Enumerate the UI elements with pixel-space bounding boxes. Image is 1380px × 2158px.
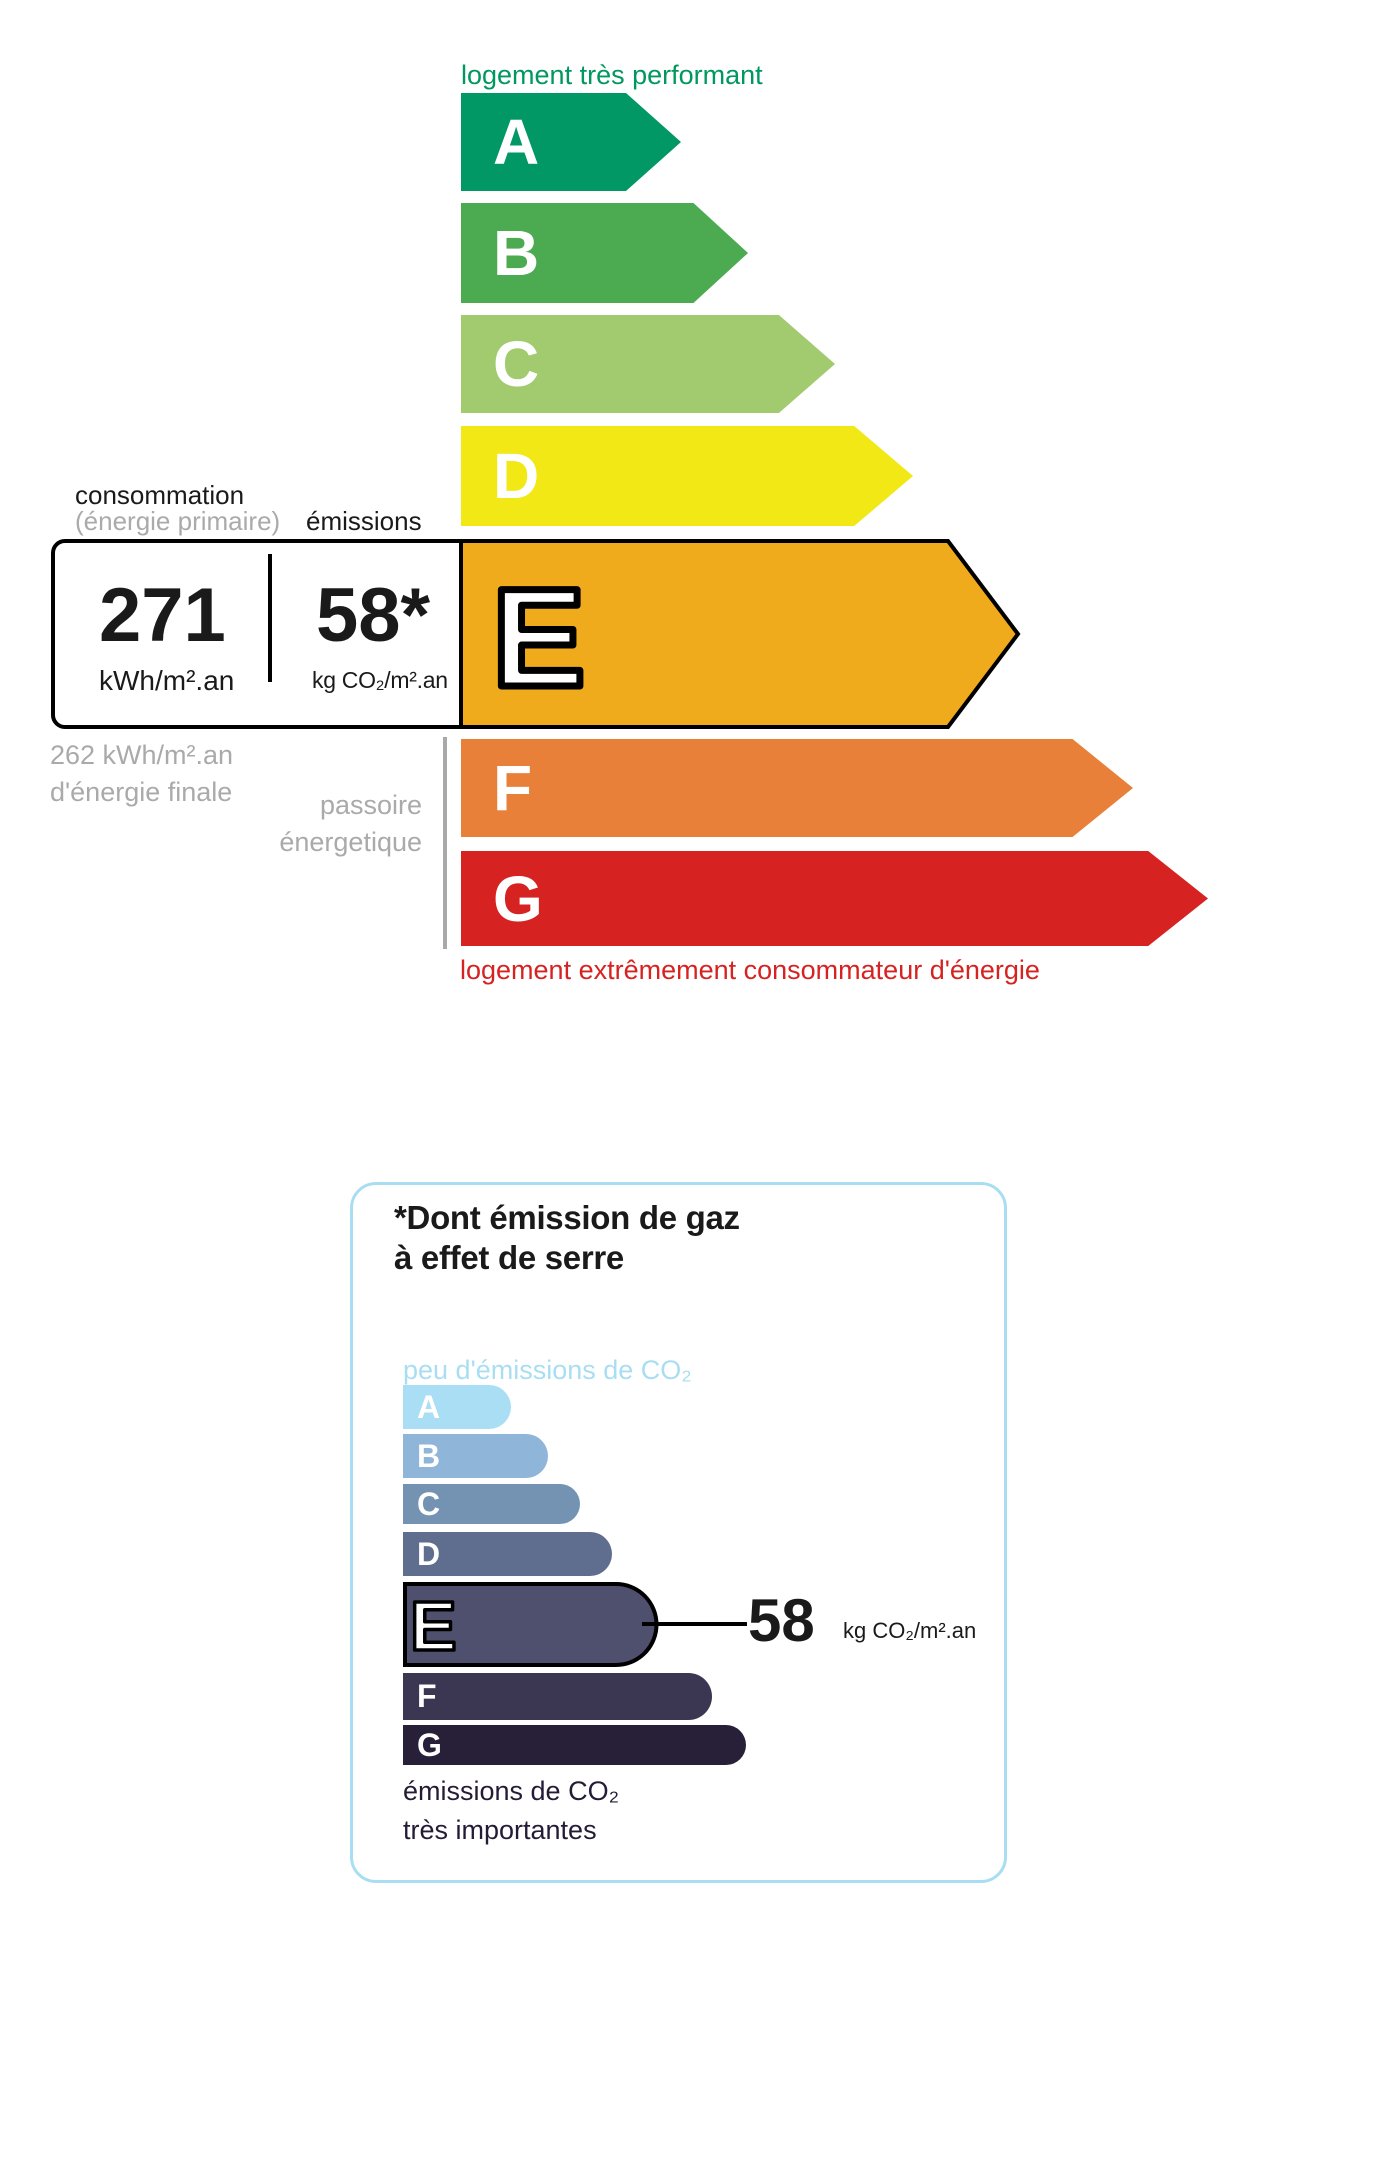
svg-text:E: E [410,1590,457,1660]
svg-text:E: E [492,568,585,708]
